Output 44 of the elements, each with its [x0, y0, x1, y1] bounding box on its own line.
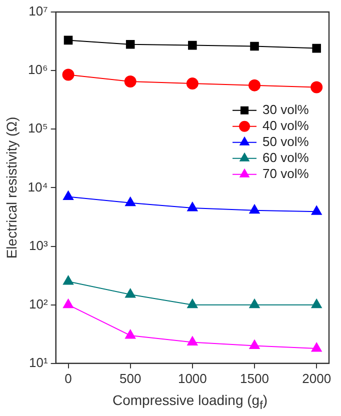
point [124, 76, 136, 88]
x-axis-title: Compressive loading (g$_{f}$) [112, 392, 268, 412]
legend-label: 30 vol% [262, 102, 310, 117]
y-tick-label: 10³ [29, 238, 49, 253]
point [187, 336, 198, 346]
y-tick-label: 10² [29, 296, 49, 312]
point [249, 204, 260, 214]
y-tick-label: 10⁷ [28, 4, 48, 19]
y-tick-label: 10⁴ [28, 179, 48, 194]
legend-label: 60 vol% [262, 150, 310, 165]
x-tick-label: 1500 [240, 370, 269, 386]
y-tick-label: 10⁵ [28, 120, 48, 136]
legend-label: 70 vol% [262, 166, 310, 181]
point [311, 298, 322, 308]
point [310, 81, 323, 94]
point [125, 329, 136, 339]
point [125, 288, 136, 298]
point [249, 298, 260, 308]
point [63, 190, 74, 200]
x-tick-label: 0 [64, 370, 72, 386]
x-tick-label: 2000 [302, 370, 332, 386]
point [312, 44, 321, 53]
point [187, 298, 198, 308]
point [186, 78, 198, 90]
point [249, 340, 260, 350]
point [248, 79, 261, 92]
point [63, 298, 74, 308]
y-axis-title: Electrical resistivity (Ω) [3, 116, 20, 259]
point [250, 42, 259, 51]
point [64, 36, 73, 45]
point [126, 40, 135, 49]
point [188, 40, 197, 50]
x-tick-label: 1000 [178, 370, 207, 386]
point [311, 342, 322, 352]
x-tick-label: 500 [119, 370, 142, 386]
point [63, 276, 74, 285]
y-tick-label: 10¹ [29, 354, 49, 370]
legend-label: 40 vol% [262, 118, 310, 133]
point [311, 206, 322, 215]
y-tick-label: 10⁶ [28, 62, 48, 78]
legend-label: 50 vol% [262, 134, 310, 149]
point [187, 202, 198, 212]
point [62, 68, 74, 81]
point [125, 196, 136, 206]
